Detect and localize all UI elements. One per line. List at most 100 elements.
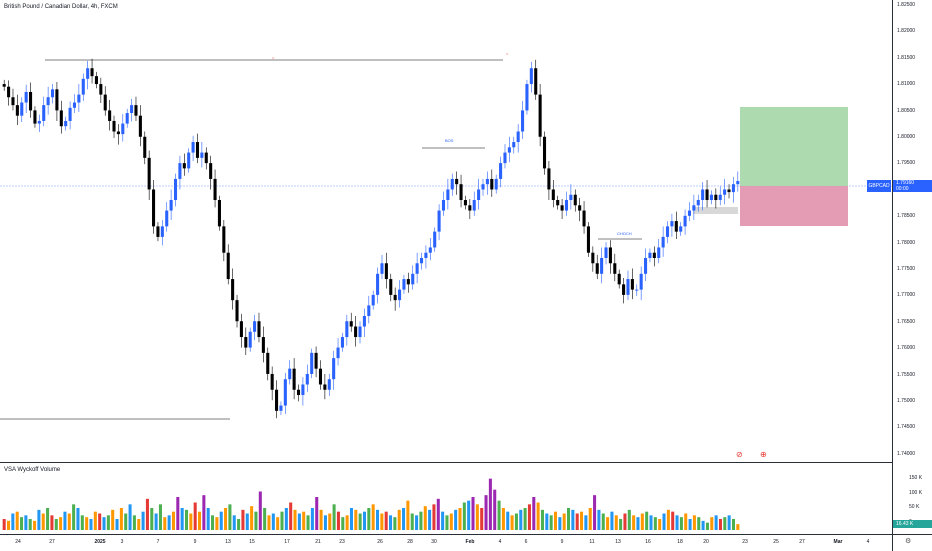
volume-bar xyxy=(33,520,37,530)
price-tick: 1.75500 xyxy=(897,371,916,378)
volume-bar xyxy=(558,517,562,530)
volume-bar xyxy=(284,508,288,530)
candle-body xyxy=(103,94,107,111)
candle-body xyxy=(701,189,705,201)
candle-body xyxy=(15,105,19,116)
candle-body xyxy=(310,352,314,374)
candle-body xyxy=(336,347,340,359)
candle-body xyxy=(367,305,371,316)
candle-body xyxy=(551,189,555,201)
gear-icon[interactable]: ⚙ xyxy=(905,538,912,545)
candle-body xyxy=(389,279,393,295)
choch-label: CHOCH xyxy=(617,231,632,236)
volume-bar xyxy=(397,509,401,530)
volume-bar xyxy=(271,513,275,530)
candle-body xyxy=(542,136,547,169)
candle-body xyxy=(191,142,195,153)
candle-body xyxy=(112,120,116,132)
symbol-title: British Pound / Canadian Dollar, 4h, FXC… xyxy=(4,4,118,10)
candle-body xyxy=(50,89,55,98)
volume-bar xyxy=(37,509,41,530)
candle-body xyxy=(709,194,713,201)
volume-bar xyxy=(710,517,714,530)
volume-bar xyxy=(580,511,584,530)
candle-body xyxy=(376,273,380,295)
volume-bar xyxy=(24,515,28,530)
volume-bar xyxy=(293,509,297,530)
volume-bar xyxy=(701,520,705,530)
volume-bar xyxy=(497,500,501,530)
candle-body xyxy=(195,142,200,158)
candle-body xyxy=(512,142,516,148)
time-tick: 21 xyxy=(315,539,321,545)
volume-pane[interactable] xyxy=(0,463,892,533)
volume-bar xyxy=(371,504,375,530)
volume-bar xyxy=(584,515,588,530)
candle-body xyxy=(736,181,740,185)
candle-body xyxy=(705,189,709,201)
volume-bar xyxy=(80,515,84,530)
volume-bar xyxy=(380,513,384,530)
volume-bar xyxy=(72,504,76,530)
volume-bar xyxy=(480,508,484,530)
volume-bar xyxy=(119,508,123,530)
volume-bar xyxy=(319,509,323,530)
time-axis[interactable]: 24 27 2025 3 7 9 13 15 17 21 23 26 28 30 Feb 4 6 9 11 13 16 1… xyxy=(0,534,892,551)
price-chart-pane[interactable]: British Pound / Canadian Dollar, 4h, FXC… xyxy=(0,0,892,462)
time-tick: 3 xyxy=(120,539,124,545)
globe-icon[interactable]: ⊕ xyxy=(760,450,767,459)
time-tick: 23 xyxy=(742,539,748,545)
pane-separator[interactable] xyxy=(0,462,892,463)
volume-bar xyxy=(406,500,410,530)
volume-bar xyxy=(723,517,727,530)
volume-bar xyxy=(232,515,236,530)
candle-body xyxy=(200,152,204,158)
candle-body xyxy=(292,368,296,390)
volume-bar xyxy=(692,515,696,530)
candle-body xyxy=(687,210,692,216)
volume-bar xyxy=(736,524,740,530)
candle-body xyxy=(173,178,178,201)
candle-body xyxy=(472,200,476,211)
time-tick: 13 xyxy=(225,539,231,545)
flag-icon[interactable]: ⊘ xyxy=(736,450,743,459)
volume-bar xyxy=(349,508,353,530)
volume-bar xyxy=(571,509,575,530)
candle-body xyxy=(406,279,410,285)
candle-body xyxy=(283,379,287,406)
candle-body xyxy=(235,300,239,322)
candle-body xyxy=(534,68,538,95)
price-tick: 1.74000 xyxy=(897,450,916,457)
price-axis[interactable]: 1.82500 1.82000 1.81500 1.81000 1.80500 1.800… xyxy=(892,0,932,534)
volume-bar xyxy=(415,515,419,530)
volume-bar xyxy=(137,519,141,530)
candle-body xyxy=(68,107,72,121)
volume-bar xyxy=(623,513,627,530)
price-tick: 1.80500 xyxy=(897,107,916,114)
current-price-badge: GBPCAD 1.79160 00:00 xyxy=(867,180,932,192)
volume-bar xyxy=(510,515,514,530)
candle-body xyxy=(99,84,103,95)
volume-bar xyxy=(6,520,11,530)
volume-bar xyxy=(606,517,610,530)
candle-body xyxy=(81,78,85,95)
volume-bar xyxy=(445,515,449,530)
candle-body xyxy=(639,273,643,290)
volume-bar xyxy=(619,519,623,530)
volume-bar xyxy=(59,517,63,530)
candle-body xyxy=(696,200,700,206)
volume-bar xyxy=(41,513,45,530)
candle-body xyxy=(604,247,608,258)
volume-bar xyxy=(419,511,423,530)
candle-body xyxy=(380,263,384,274)
candle-body xyxy=(296,389,301,396)
volume-bar xyxy=(679,517,683,530)
volume-bar xyxy=(306,515,310,530)
candle-body xyxy=(323,384,327,390)
candle-body xyxy=(674,221,678,232)
candle-countdown: 00:00 xyxy=(896,186,909,192)
price-tick: 1.76000 xyxy=(897,345,916,352)
candlestick-chart[interactable] xyxy=(0,0,892,462)
volume-bar xyxy=(263,508,267,530)
price-tick: 1.78000 xyxy=(897,239,916,246)
